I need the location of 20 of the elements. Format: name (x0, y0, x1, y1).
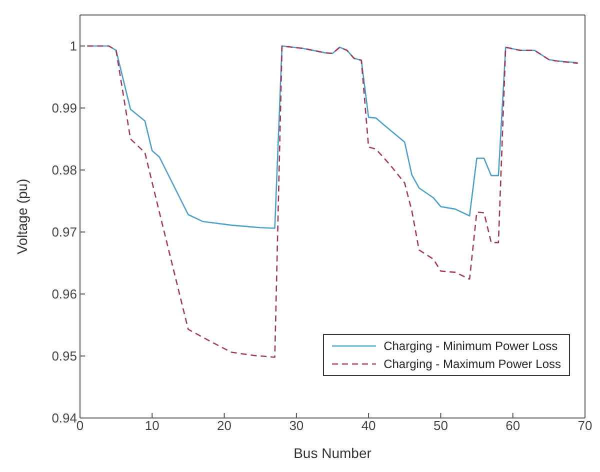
y-tick-label: 1 (70, 38, 77, 54)
y-tick-label: 0.98 (52, 162, 77, 178)
x-tick-label: 60 (506, 418, 520, 434)
x-tick-label: 10 (144, 418, 160, 434)
y-tick-label: 0.96 (52, 286, 77, 302)
legend-label: Charging - Minimum Power Loss (384, 338, 558, 355)
x-tick-label: 40 (361, 418, 376, 434)
y-tick-label: 0.95 (52, 348, 77, 364)
x-tick-label: 50 (433, 418, 448, 434)
x-tick-label: 30 (289, 418, 304, 434)
x-tick-label: 70 (578, 418, 592, 434)
y-axis-title: Voltage (pu) (14, 178, 30, 254)
line-series (86, 45, 578, 358)
y-tick-label: 0.99 (52, 100, 77, 116)
x-tick-label: 20 (217, 418, 232, 434)
y-tick-label: 0.97 (52, 224, 77, 240)
x-axis-title: Bus Number (294, 445, 372, 461)
legend-label: Charging - Maximum Power Loss (384, 356, 561, 373)
y-tick-label: 0.94 (52, 410, 77, 426)
x-tick-label: 0 (76, 418, 84, 434)
